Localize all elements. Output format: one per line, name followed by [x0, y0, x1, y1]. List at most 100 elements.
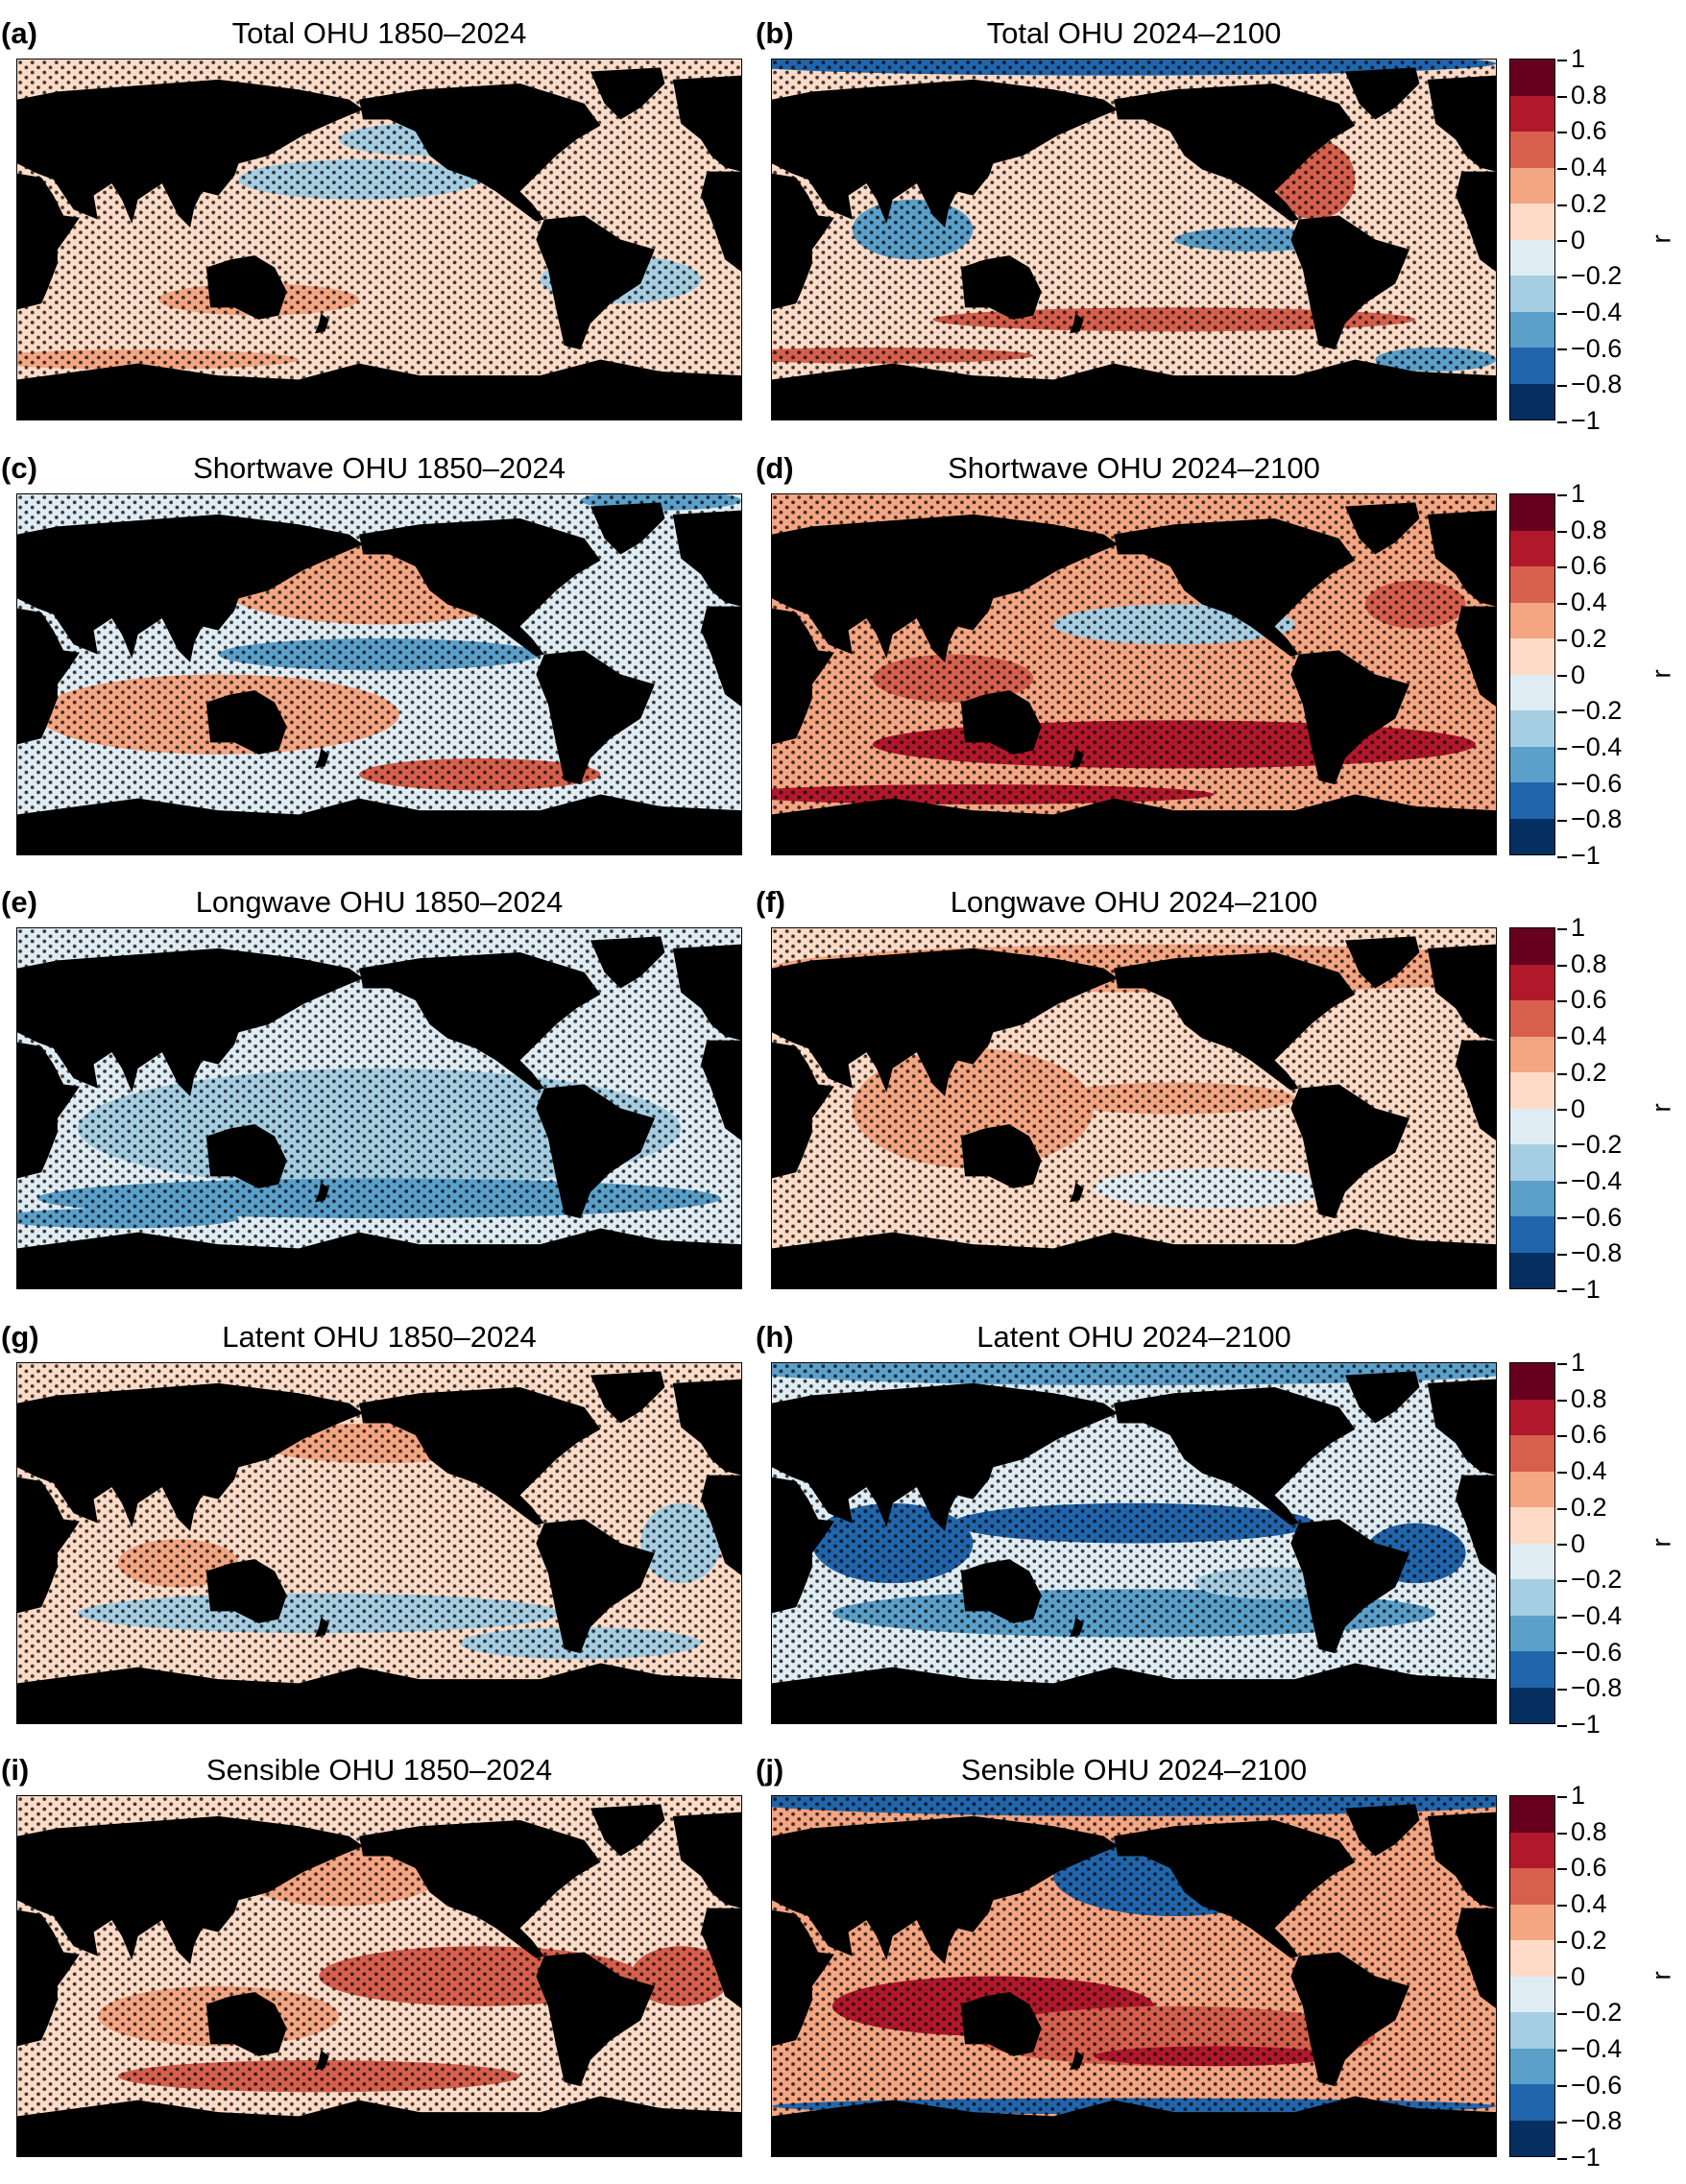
- land-nz: [1069, 748, 1084, 769]
- colorbar-swatch: [1510, 602, 1554, 638]
- colorbar-swatch: [1510, 1471, 1554, 1507]
- colorbar-tick-label: −0.4: [1557, 299, 1622, 325]
- map-panel: (b) Total OHU 2024–2100: [756, 16, 1497, 420]
- colorbar-tick-label: 0: [1557, 1963, 1585, 1990]
- land-africa: [17, 608, 80, 745]
- correlation-map: [16, 493, 742, 855]
- land-nz: [1069, 2050, 1084, 2071]
- land-namerica: [1114, 84, 1356, 222]
- correlation-map: [771, 927, 1497, 1289]
- colorbar-tick-label: 0: [1557, 661, 1585, 688]
- colorbar-tick-label: 0.4: [1557, 1891, 1607, 1917]
- colorbar-tick-label: −0.4: [1557, 1602, 1622, 1629]
- colorbar-swatch: [1510, 1072, 1554, 1109]
- colorbar-tick-label: −0.2: [1557, 1567, 1622, 1593]
- land-wafrica: [701, 1475, 741, 1575]
- map-panel: (i) Sensible OHU 1850–2024: [1, 1753, 742, 2157]
- colorbar-tick-label: 1: [1557, 1783, 1585, 1809]
- colorbar-swatch: [1510, 1615, 1554, 1651]
- map-panel: (j) Sensible OHU 2024–2100: [756, 1753, 1497, 2157]
- land-antarctica: [17, 794, 741, 854]
- land-australia: [960, 690, 1042, 755]
- land-wafrica: [701, 171, 741, 272]
- colorbar-tick-label: −0.8: [1557, 1675, 1622, 1701]
- colorbar-swatch: [1510, 566, 1554, 603]
- colorbar-swatch: [1510, 348, 1554, 384]
- colorbar-swatch: [1510, 674, 1554, 710]
- panel-label: (c): [1, 451, 37, 485]
- colorbar-tick-label: 0.6: [1557, 1855, 1607, 1881]
- land-europe: [672, 1812, 741, 1908]
- colorbar-tick-label: 0.4: [1557, 1458, 1607, 1484]
- land-namerica: [359, 84, 601, 222]
- land-australia: [205, 690, 287, 755]
- colorbar-tick-label: 0.4: [1557, 1023, 1607, 1049]
- colorbar-label: r: [1646, 234, 1676, 244]
- land-wafrica: [1456, 1040, 1496, 1140]
- correlation-map: [771, 59, 1497, 420]
- colorbar-swatch: [1510, 1363, 1554, 1400]
- land-antarctica: [17, 359, 741, 420]
- land-nz: [314, 313, 329, 334]
- panel-label: (g): [1, 1320, 39, 1354]
- colorbar-tick-label: −0.4: [1557, 2035, 1622, 2062]
- land-australia: [960, 255, 1042, 320]
- colorbar-swatch: [1510, 1216, 1554, 1253]
- colorbar-tick-label: 1: [1557, 915, 1585, 941]
- colorbar-label: r: [1646, 669, 1676, 679]
- map-panel: (h) Latent OHU 2024–2100: [756, 1320, 1497, 1724]
- land-africa: [17, 1476, 80, 1614]
- land-australia: [960, 1124, 1042, 1188]
- land-eurasia: [17, 1815, 364, 1964]
- colorbar-tick-label: −0.2: [1557, 263, 1622, 289]
- land-samerica: [536, 1519, 655, 1654]
- land-eurasia: [17, 1382, 364, 1531]
- land-africa: [17, 1042, 80, 1179]
- land-europe: [672, 510, 741, 607]
- panel-label: (i): [1, 1753, 30, 1787]
- land-antarctica: [17, 2096, 741, 2156]
- colorbar-tick-label: 0.2: [1557, 190, 1607, 217]
- land-namerica: [1114, 1387, 1356, 1525]
- panel-title: Shortwave OHU 1850–2024: [193, 451, 566, 485]
- land-nz: [1069, 1182, 1084, 1203]
- panel-title: Longwave OHU 1850–2024: [195, 885, 564, 919]
- colorbar-tick-label: 0.6: [1557, 118, 1607, 144]
- panel-label: (d): [756, 451, 794, 485]
- colorbar: [1509, 1795, 1555, 2157]
- colorbar-tick-label: 0: [1557, 227, 1585, 253]
- colorbar-swatch: [1510, 1252, 1554, 1288]
- colorbar-tick-label: 0.8: [1557, 82, 1607, 108]
- colorbar-tick-label: 1: [1557, 481, 1585, 507]
- colorbar-tick-label: −0.2: [1557, 1132, 1622, 1158]
- land-samerica: [1290, 215, 1409, 350]
- correlation-map: [16, 1795, 742, 2157]
- land-europe: [672, 944, 741, 1041]
- colorbar-swatch: [1510, 239, 1554, 276]
- land-antarctica: [17, 1228, 741, 1288]
- colorbar-tick-label: 0.4: [1557, 589, 1607, 615]
- land-namerica: [359, 1820, 601, 1958]
- colorbar: [1509, 493, 1555, 855]
- colorbar-tick-label: 0.2: [1557, 1927, 1607, 1954]
- colorbar-tick-label: −0.4: [1557, 1167, 1622, 1194]
- colorbar-tick-label: −1: [1557, 1712, 1601, 1738]
- land-samerica: [1290, 1952, 1409, 2087]
- land-antarctica: [772, 1228, 1496, 1288]
- land-africa: [17, 1909, 80, 2047]
- colorbar-swatch: [1510, 1832, 1554, 1868]
- colorbar-swatch: [1510, 1144, 1554, 1181]
- colorbar-tick-label: −0.6: [1557, 335, 1622, 362]
- colorbar-tick-label: 0: [1557, 1530, 1585, 1557]
- land-nz: [1069, 313, 1084, 334]
- land-namerica: [1114, 1820, 1356, 1958]
- land-eurasia: [772, 514, 1119, 662]
- land-greenland: [1344, 502, 1420, 555]
- panel-title: Sensible OHU 2024–2100: [960, 1753, 1308, 1787]
- land-samerica: [536, 1084, 655, 1219]
- colorbar-swatch: [1510, 1507, 1554, 1544]
- colorbar-swatch: [1510, 1000, 1554, 1037]
- colorbar-tick-label: −0.8: [1557, 2108, 1622, 2134]
- land-greenland: [590, 936, 665, 989]
